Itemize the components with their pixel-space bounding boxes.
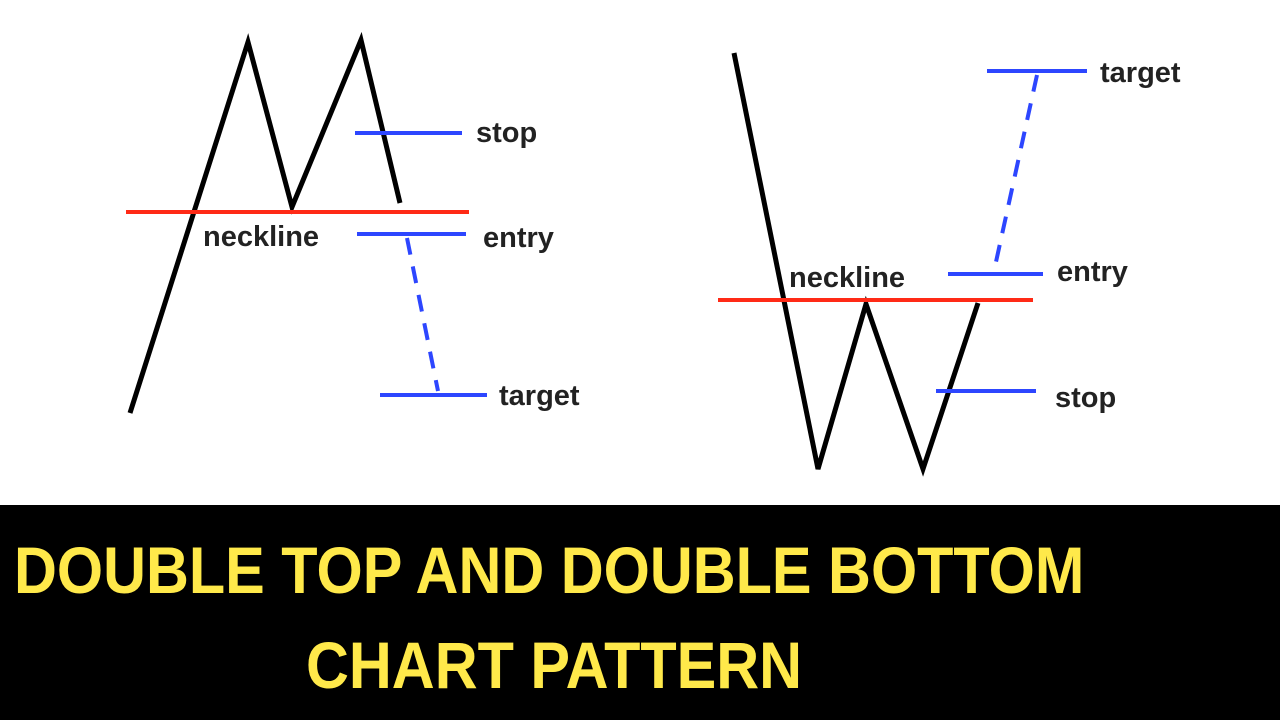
double-bottom-price-line [731,52,981,477]
double-top-stop-label: stop [476,117,537,149]
double-bottom-pattern: neckline target entry stop [718,52,1181,477]
pattern-diagram: neckline stop entry target neckline targ… [126,31,1181,477]
double-bottom-projection-dashed [992,74,1039,272]
double-bottom-entry-label: entry [1057,256,1128,288]
banner-title-line-1: DOUBLE TOP AND DOUBLE BOTTOM [14,533,1085,607]
double-top-projection-dashed [405,237,440,392]
title-banner: DOUBLE TOP AND DOUBLE BOTTOM CHART PATTE… [0,505,1280,720]
banner-title-line-2: CHART PATTERN [306,628,803,702]
double-bottom-neckline-label: neckline [789,262,905,294]
double-top-target-label: target [499,380,580,412]
double-top-neckline-label: neckline [203,221,319,253]
double-bottom-target-label: target [1100,57,1181,89]
double-bottom-stop-label: stop [1055,382,1116,414]
double-top-entry-label: entry [483,222,554,254]
double-top-pattern: neckline stop entry target [126,31,580,414]
double-top-price-line [127,31,403,414]
